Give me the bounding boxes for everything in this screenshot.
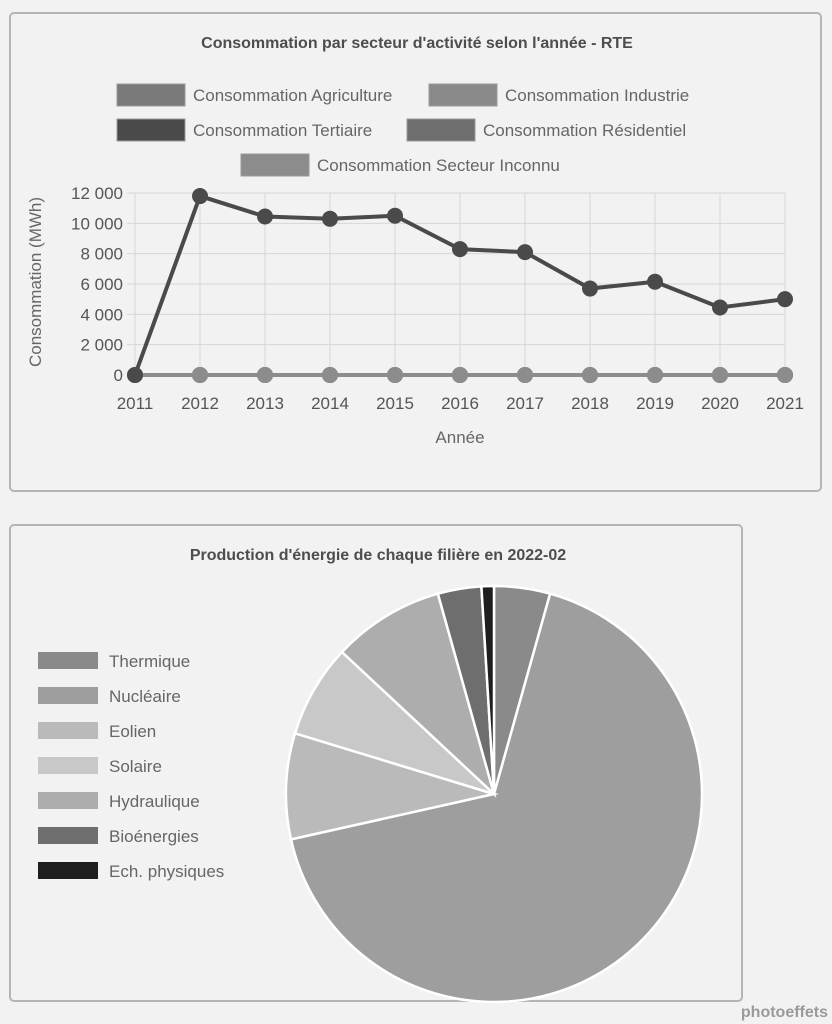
- consumption-chart-panel: Consommation par secteur d'activité selo…: [9, 12, 822, 492]
- legend-item-2[interactable]: Consommation Tertiaire: [116, 118, 372, 142]
- data-point[interactable]: [517, 244, 533, 261]
- y-tick-label: 6 000: [80, 275, 123, 294]
- data-point[interactable]: [257, 367, 273, 383]
- legend-swatch: [428, 83, 498, 107]
- consumption-y-axis-title: Consommation (MWh): [26, 197, 45, 367]
- data-point[interactable]: [192, 367, 208, 383]
- data-point[interactable]: [387, 207, 403, 224]
- data-point[interactable]: [777, 367, 793, 383]
- consumption-chart-title: Consommation par secteur d'activité selo…: [201, 35, 633, 52]
- y-tick-label: 2 000: [80, 336, 123, 355]
- pie-legend-item-4[interactable]: Hydraulique: [38, 792, 200, 811]
- production-chart-panel: Production d'énergie de chaque filière e…: [9, 524, 743, 1004]
- legend-label: Hydraulique: [109, 792, 200, 811]
- consumption-legend: Consommation Agriculture Consommation Ind…: [116, 83, 689, 177]
- data-point[interactable]: [712, 367, 728, 383]
- x-tick-label: 2011: [117, 394, 154, 413]
- legend-swatch: [38, 862, 98, 879]
- legend-swatch: [406, 118, 476, 142]
- legend-label: Solaire: [109, 757, 162, 776]
- data-point[interactable]: [452, 241, 468, 258]
- legend-label: Eolien: [109, 722, 156, 741]
- pie-legend-item-6[interactable]: Ech. physiques: [38, 862, 224, 881]
- legend-swatch: [240, 153, 310, 177]
- x-tick-label: 2020: [701, 394, 739, 413]
- pie-slice-nucl-aire[interactable]: [289, 592, 704, 1004]
- data-point[interactable]: [582, 280, 598, 297]
- legend-swatch: [116, 118, 186, 142]
- y-tick-label: 8 000: [80, 245, 123, 264]
- legend-swatch: [38, 757, 98, 774]
- pie-legend-item-5[interactable]: Bioénergies: [38, 827, 199, 846]
- series-2: [127, 188, 793, 383]
- legend-swatch: [38, 722, 98, 739]
- y-tick-label: 4 000: [80, 305, 123, 324]
- x-tick-label: 2021: [766, 394, 804, 413]
- data-point[interactable]: [257, 208, 273, 225]
- pie-legend-item-1[interactable]: Nucléaire: [38, 687, 181, 706]
- legend-label: Bioénergies: [109, 827, 199, 846]
- data-point[interactable]: [192, 188, 208, 205]
- x-tick-label: 2018: [571, 394, 609, 413]
- y-tick-label: 0: [114, 366, 123, 385]
- pie-slice-eolien[interactable]: [284, 731, 499, 841]
- watermark-text: photoeffets: [740, 1004, 828, 1021]
- data-point[interactable]: [582, 367, 598, 383]
- consumption-x-axis-title: Année: [435, 428, 484, 447]
- data-point[interactable]: [127, 367, 143, 383]
- data-point[interactable]: [647, 367, 663, 383]
- consumption-line-chart: Consommation par secteur d'activité selo…: [26, 35, 804, 447]
- legend-label: Consommation Résidentiel: [483, 121, 686, 140]
- legend-swatch: [38, 687, 98, 704]
- legend-label: Consommation Secteur Inconnu: [317, 156, 560, 175]
- pie-legend-item-3[interactable]: Solaire: [38, 757, 162, 776]
- y-tick-label: 10 000: [71, 214, 123, 233]
- x-tick-label: 2019: [636, 394, 674, 413]
- data-point[interactable]: [712, 299, 728, 316]
- production-chart-title: Production d'énergie de chaque filière e…: [190, 547, 566, 564]
- legend-item-1[interactable]: Consommation Industrie: [428, 83, 689, 107]
- legend-label: Consommation Agriculture: [193, 86, 392, 105]
- data-point[interactable]: [387, 367, 403, 383]
- x-tick-label: 2012: [181, 394, 219, 413]
- x-tick-label: 2016: [441, 394, 479, 413]
- legend-label: Consommation Industrie: [505, 86, 689, 105]
- data-point[interactable]: [777, 291, 793, 308]
- x-tick-label: 2015: [376, 394, 414, 413]
- x-tick-label: 2013: [246, 394, 284, 413]
- series-4: [127, 367, 793, 383]
- pie-slice-hydraulique[interactable]: [340, 592, 497, 798]
- data-point[interactable]: [517, 367, 533, 383]
- pie-legend-item-2[interactable]: Eolien: [38, 722, 156, 741]
- legend-label: Nucléaire: [109, 687, 181, 706]
- legend-item-3[interactable]: Consommation Résidentiel: [406, 118, 686, 142]
- x-tick-label: 2017: [506, 394, 544, 413]
- legend-label: Consommation Tertiaire: [193, 121, 372, 140]
- consumption-grid: [127, 192, 786, 383]
- data-point[interactable]: [322, 210, 338, 227]
- consumption-series: [127, 188, 793, 383]
- pie-slice-ech-physiques[interactable]: [480, 584, 496, 795]
- x-tick-label: 2014: [311, 394, 349, 413]
- pie-legend-item-0[interactable]: Thermique: [38, 652, 190, 671]
- consumption-x-axis: 2011 2012 2013 2014 2015 2016 2017 2018 2019 2020…: [117, 394, 804, 413]
- data-point[interactable]: [452, 367, 468, 383]
- legend-label: Ech. physiques: [109, 862, 224, 881]
- legend-swatch: [38, 792, 98, 809]
- legend-item-4[interactable]: Consommation Secteur Inconnu: [240, 153, 560, 177]
- consumption-y-axis: 0 2 000 4 000 6 000 8 000 10 000 12 000: [71, 184, 123, 385]
- data-point[interactable]: [322, 367, 338, 383]
- legend-item-0[interactable]: Consommation Agriculture: [116, 83, 392, 107]
- production-legend: Thermique Nucléaire Eolien Solaire Hydrauliq…: [38, 652, 224, 881]
- legend-label: Thermique: [109, 652, 190, 671]
- production-slices: [284, 584, 704, 1004]
- production-pie-chart: Production d'énergie de chaque filière e…: [38, 547, 704, 1004]
- data-point[interactable]: [647, 273, 663, 290]
- legend-swatch: [38, 827, 98, 844]
- legend-swatch: [38, 652, 98, 669]
- legend-swatch: [116, 83, 186, 107]
- y-tick-label: 12 000: [71, 184, 123, 203]
